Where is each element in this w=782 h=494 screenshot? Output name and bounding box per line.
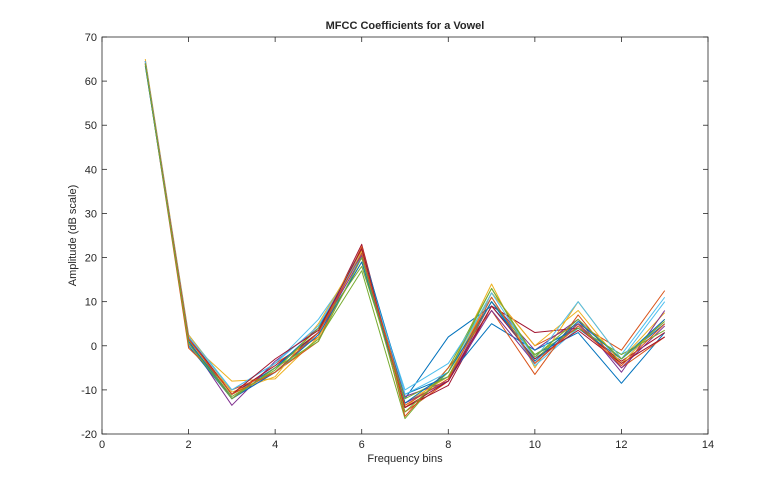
ticks-layer: 0 2 4 6 8 10 12 14 -20 -10 0 10 20 30 40 50 60 70 [81, 32, 714, 451]
y-tick-label: 10 [85, 297, 97, 309]
x-tick-label: 10 [529, 439, 541, 451]
chart-title: MFCC Coefficients for a Vowel [326, 20, 485, 32]
series-line-16 [144, 63, 666, 406]
x-tick-label: 6 [359, 439, 365, 451]
x-tick-label: 14 [702, 439, 714, 451]
plot-area [102, 37, 708, 434]
x-tick-label: 0 [99, 439, 105, 451]
y-tick-label: 70 [85, 32, 97, 44]
x-tick-label: 8 [445, 439, 451, 451]
x-tick-label: 2 [186, 439, 192, 451]
y-tick-label: 30 [85, 208, 97, 220]
y-tick-label: 0 [91, 341, 97, 353]
y-tick-label: 40 [85, 164, 97, 176]
series-line-12 [144, 63, 665, 400]
y-tick-label: 50 [85, 120, 97, 132]
axes-box [101, 36, 709, 435]
y-tick-label: -20 [81, 429, 97, 441]
series-layer [144, 58, 666, 420]
x-axis-title: Frequency bins [367, 453, 443, 465]
series-line-13 [144, 61, 666, 395]
y-tick-label: 20 [85, 253, 97, 265]
x-tick-label: 4 [272, 439, 278, 451]
y-axis-title: Amplitude (dB scale) [67, 185, 79, 287]
y-tick-label: -10 [81, 385, 97, 397]
axes-layer [101, 36, 709, 435]
x-tick-label: 12 [615, 439, 627, 451]
y-tick-label: 60 [85, 76, 97, 88]
series-line-17 [144, 63, 666, 413]
